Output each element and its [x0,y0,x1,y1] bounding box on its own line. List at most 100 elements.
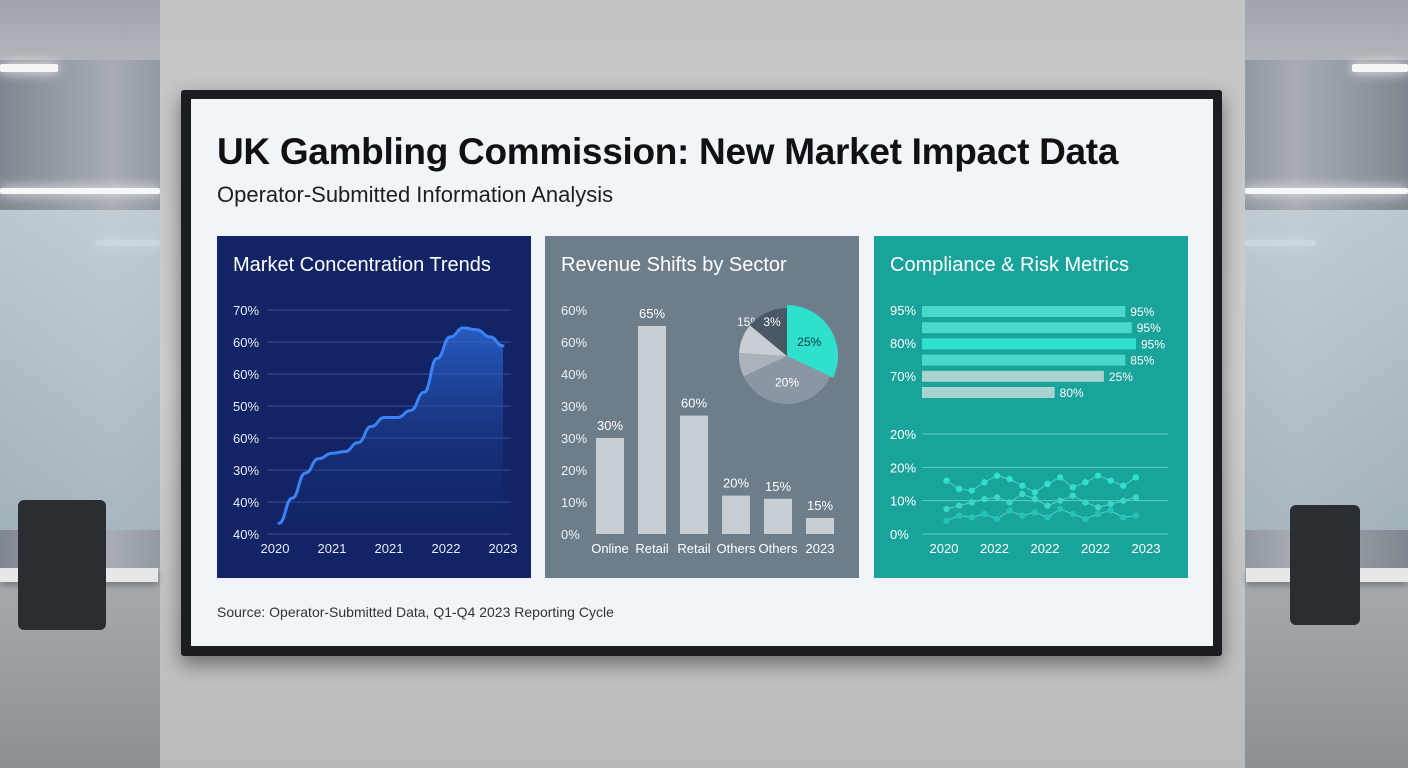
hbar-label: 95% [1137,321,1161,335]
series-area [279,327,503,534]
bar [806,518,834,534]
x-tick-label: 2020 [930,541,959,556]
series-line [277,326,505,525]
hbar [922,322,1132,334]
y-tick-label: 30% [561,431,587,446]
x-tick-label: 2023 [806,541,835,556]
x-tick-label: Others [758,541,798,556]
scatter-point [968,514,975,521]
hbar [922,306,1126,317]
scatter-point [993,472,1001,479]
scatter-point [955,512,963,519]
market-concentration-chart: 70%60%60%50%60%30%40%40%2020 2021 2021 2022… [233,303,517,556]
scatter-point [1031,509,1039,516]
hbar-label: 25% [1109,370,1133,384]
x-tick-label: 2022 [980,541,1009,556]
y-tick-label: 20% [890,460,916,475]
scatter-point [1107,500,1114,508]
bar [764,498,792,534]
hbar [922,338,1136,350]
scatter-point [943,505,950,513]
scatter-point [981,510,988,518]
scatter-point [1094,510,1102,518]
bar-label: 30% [597,418,623,433]
scatter-point [1120,482,1127,489]
y-tick-label: 60% [561,303,587,318]
scatter-point [1132,474,1140,481]
ceiling-light [1352,64,1408,72]
scatter-point [943,477,950,484]
x-tick-label: 2022 [1081,541,1110,556]
office-window-right [1245,210,1408,530]
scatter-point [943,517,950,524]
hbar-label: 95% [1130,305,1154,319]
scatter-point [1056,474,1064,481]
scatter-point [1031,495,1039,503]
scatter-point [1019,512,1026,519]
scatter-point [1107,507,1114,514]
bar-label: 60% [681,396,707,411]
compliance-risk-chart: 95% 80% 70% 95% 95% 95% 85% 25% 80% 20% 20% 10% 0% 20… [890,303,1168,556]
y-tick-label: 60% [233,367,259,382]
scatter-point [1006,507,1013,514]
x-tick-label: 2023 [1132,541,1161,556]
scatter-point [1031,489,1039,496]
scatter-point [993,494,1001,501]
chart-title: Compliance & Risk Metrics [890,254,1129,276]
ceiling-light [0,64,58,72]
x-tick-label: 2022 [1031,541,1060,556]
bar [638,326,666,534]
scatter-point [1019,490,1026,498]
scatter-point [1107,477,1114,484]
x-tick-label: Others [716,541,756,556]
scatter-point [1044,502,1051,509]
scatter-point [1019,482,1026,489]
scatter-line [946,493,1137,510]
scatter-point [981,495,988,503]
y-tick-label: 30% [233,463,259,478]
y-tick-label: 70% [233,303,259,318]
x-tick-label: 2021 [375,541,404,556]
pie-slice [739,352,787,377]
scatter-point [1094,504,1102,511]
scatter-point [1082,499,1089,506]
scatter-point [1094,472,1102,479]
y-tick-label: 0% [890,527,909,542]
hbar [922,354,1126,366]
scatter-point [1006,475,1013,483]
bar-label: 20% [723,476,749,491]
scatter-point [1120,514,1127,521]
scatter-point [968,487,975,494]
ceiling-light [0,188,160,194]
scatter-point [955,485,963,493]
bar-label: 15% [765,479,791,494]
bar-label: 65% [639,306,665,321]
pie-slice [787,305,838,378]
y-tick-label: 70% [890,369,916,384]
pie-label: 20% [775,375,799,389]
x-tick-label: 2022 [432,541,461,556]
y-tick-label: 10% [561,495,587,510]
scatter-line [946,508,1136,522]
pie-label: 3% [763,315,781,329]
page-title: UK Gambling Commission: New Market Impac… [217,131,1119,172]
pie-slice [750,308,787,356]
scatter-point [1132,512,1140,519]
pie-slice [739,325,787,356]
hbar [922,370,1104,382]
scatter-point [1132,494,1140,501]
chart-title: Revenue Shifts by Sector [561,254,787,276]
market-concentration-panel: Market Concentration Trends 70% 60% 60% 50%… [217,236,531,578]
bar [596,438,624,534]
scatter-point [1056,505,1064,513]
revenue-shifts-panel: Revenue Shifts by Sector 60% 60% 40% 30% 30%… [545,236,859,578]
chart-title: Market Concentration Trends [233,254,491,276]
x-tick-label: 2020 [261,541,290,556]
scatter-point [1069,492,1076,499]
scatter-point [1006,499,1013,506]
scatter-point [981,479,988,486]
scatter-point [968,499,975,506]
hbar [922,387,1055,398]
y-tick-label: 20% [890,427,916,442]
bar [680,415,708,534]
